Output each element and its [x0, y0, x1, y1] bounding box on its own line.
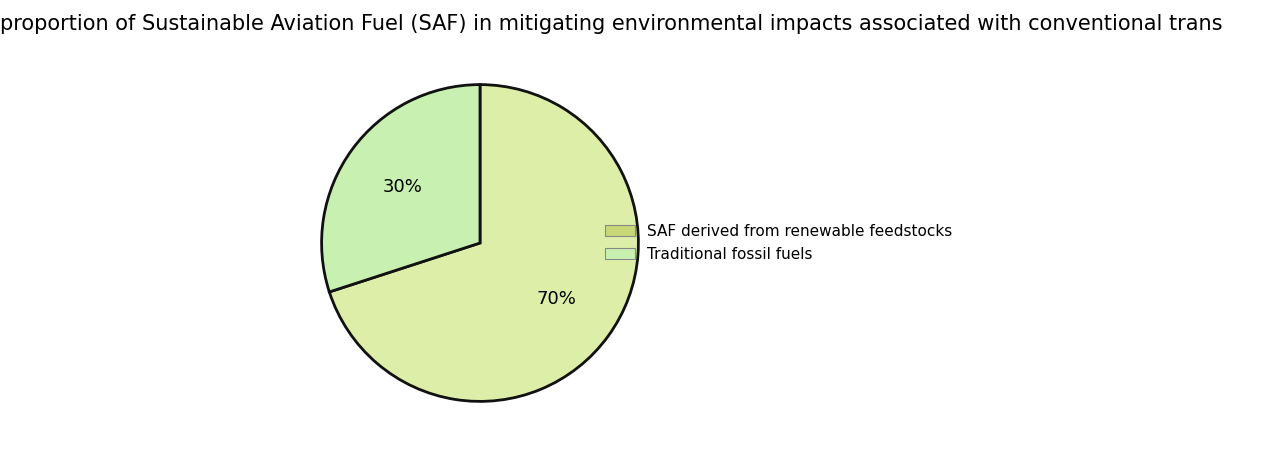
- Text: 70%: 70%: [536, 290, 577, 308]
- Text: proportion of Sustainable Aviation Fuel (SAF) in mitigating environmental impact: proportion of Sustainable Aviation Fuel …: [0, 14, 1222, 33]
- Wedge shape: [329, 85, 639, 401]
- Text: 30%: 30%: [383, 178, 424, 196]
- Wedge shape: [321, 85, 480, 292]
- Legend: SAF derived from renewable feedstocks, Traditional fossil fuels: SAF derived from renewable feedstocks, T…: [599, 218, 959, 268]
